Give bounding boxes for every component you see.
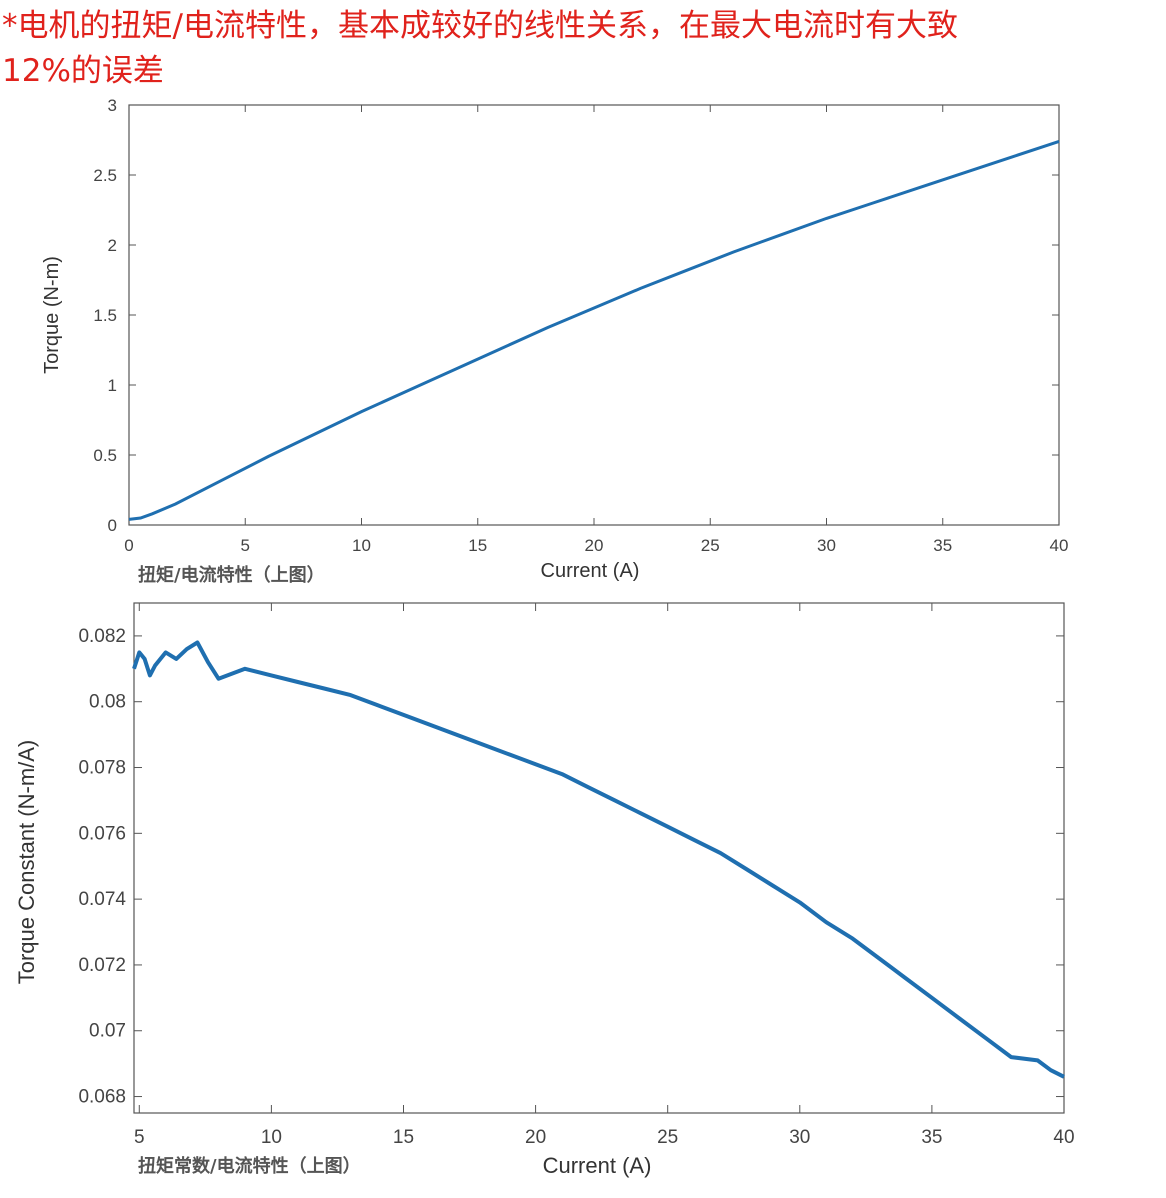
- chart2-ylabel: Torque Constant (N-m/A): [14, 740, 39, 985]
- chart2-xtick-label: 40: [1053, 1127, 1074, 1148]
- chart1-xtick-label: 30: [817, 536, 836, 555]
- chart1-xtick-label: 0: [124, 536, 133, 555]
- chart2-ytick-label: 0.074: [78, 889, 126, 910]
- chart2-ytick-label: 0.072: [78, 955, 126, 976]
- chart1-series-line: [128, 139, 1060, 521]
- chart1-xtick-label: 25: [701, 536, 720, 555]
- chart1-ytick-label: 2: [108, 236, 117, 255]
- chart2-caption: 扭矩常数/电流特性（上图）: [138, 1155, 361, 1177]
- chart2-plot-frame: [133, 602, 1065, 1114]
- chart2-xtick-label: 10: [261, 1127, 282, 1148]
- chart2-xtick-label: 15: [393, 1127, 414, 1148]
- chart1-ylabel: Torque (N-m): [41, 256, 63, 374]
- chart1-ytick-label: 0.5: [93, 446, 117, 465]
- chart2-xlabel: Current (A): [543, 1153, 652, 1178]
- chart2-ytick-label: 0.08: [89, 692, 126, 713]
- chart1-ytick-label: 1.5: [93, 306, 117, 325]
- chart2-ytick-label: 0.068: [78, 1087, 126, 1108]
- chart2-xtick-label: 20: [525, 1127, 546, 1148]
- chart1-plot-frame: [128, 104, 1060, 526]
- chart1-caption: 扭矩/电流特性（上图）: [138, 564, 325, 586]
- chart1-xtick-label: 40: [1050, 536, 1069, 555]
- chart2-xtick-label: 5: [134, 1127, 145, 1148]
- chart2-ytick-label: 0.07: [89, 1021, 126, 1042]
- chart2-ytick-label: 0.076: [78, 823, 126, 844]
- chart2-xtick-label: 25: [657, 1127, 678, 1148]
- chart1-xlabel: Current (A): [541, 560, 640, 582]
- chart2-series-line: [132, 640, 1065, 1079]
- chart1-ytick-label: 1: [108, 376, 117, 395]
- chart1-xtick-label: 5: [241, 536, 250, 555]
- chart1-xtick-label: 15: [468, 536, 487, 555]
- chart1-xtick-label: 20: [585, 536, 604, 555]
- chart1-xtick-label: 35: [933, 536, 952, 555]
- chart2-ytick-label: 0.082: [78, 626, 126, 647]
- chart1-ytick-label: 2.5: [93, 166, 117, 185]
- annotation-line-2: 12%的误差: [2, 53, 164, 89]
- annotation-note: *电机的扭矩/电流特性，基本成较好的线性关系，在最大电流时有大致 12%的误差: [2, 4, 1162, 94]
- chart1-xtick-label: 10: [352, 536, 371, 555]
- chart2-xtick-label: 30: [789, 1127, 810, 1148]
- annotation-line-1: *电机的扭矩/电流特性，基本成较好的线性关系，在最大电流时有大致: [2, 8, 958, 44]
- chart1-ytick-label: 3: [108, 96, 117, 115]
- chart1-ytick-label: 0: [108, 516, 117, 535]
- chart2-xtick-label: 35: [921, 1127, 942, 1148]
- chart2-ytick-label: 0.078: [78, 758, 126, 779]
